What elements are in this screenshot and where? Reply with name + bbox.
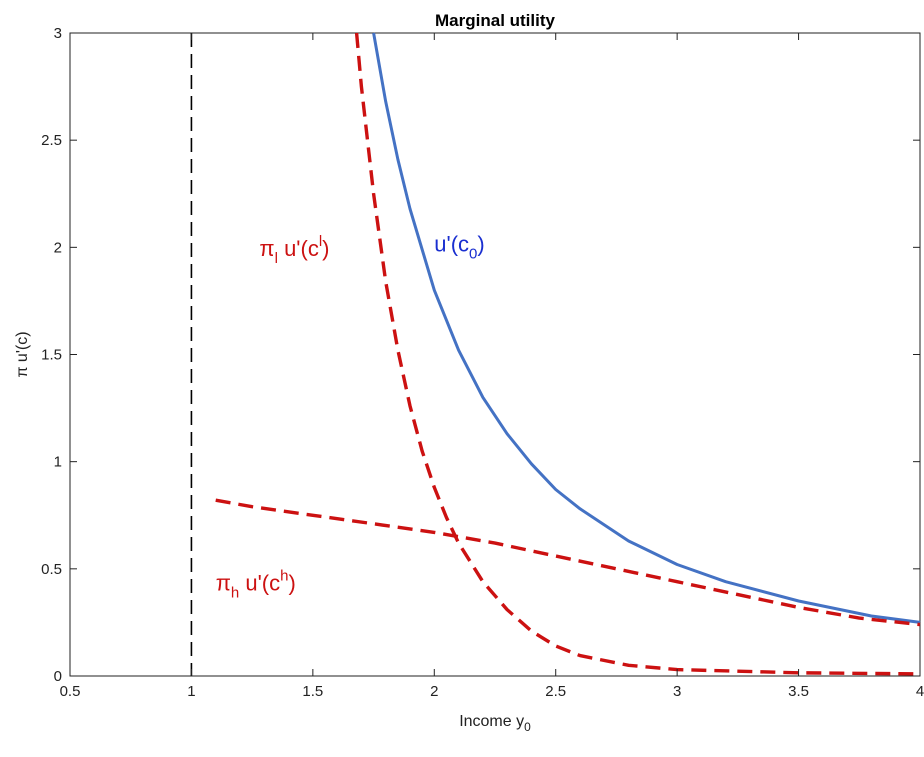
y-tick-label: 2 bbox=[54, 239, 62, 256]
annotation-u0: u'(c0) bbox=[434, 232, 484, 263]
annotation-greek: π bbox=[216, 570, 231, 595]
annotation-layer: u'(c0)πl u'(cl)πh u'(ch) bbox=[216, 232, 485, 602]
x-tick-label: 1 bbox=[187, 683, 195, 700]
annotation-subscript: 0 bbox=[469, 246, 477, 263]
chart-title: Marginal utility bbox=[435, 11, 556, 30]
y-tick-label: 1.5 bbox=[41, 347, 62, 364]
series-line-1 bbox=[372, 32, 921, 624]
x-axis-label: Income y0 bbox=[459, 713, 531, 734]
x-tick-label: 3.5 bbox=[788, 683, 809, 700]
annotation-pil: πl u'(cl) bbox=[259, 233, 329, 267]
x-axis-label-main: Income y bbox=[459, 713, 524, 730]
series-line-2 bbox=[354, 32, 921, 676]
series-line-3 bbox=[215, 498, 921, 627]
x-tick-label: 0.5 bbox=[60, 683, 81, 700]
annotation-main: u'(c bbox=[239, 570, 280, 595]
ticks-layer: 0.5 1 1.5 2 2.5 3 3.5 400.511.522.53 bbox=[41, 25, 924, 700]
x-axis-label-subscript: 0 bbox=[524, 720, 531, 734]
plot-frame bbox=[69, 32, 921, 677]
y-axis-label: π u'(c) bbox=[14, 331, 31, 377]
x-tick-label: 4 bbox=[916, 683, 924, 700]
annotation-superscript: h bbox=[280, 567, 288, 584]
x-tick-label: 1.5 bbox=[302, 683, 323, 700]
y-tick-label: 0.5 bbox=[41, 561, 62, 578]
annotation-tail: ) bbox=[477, 232, 484, 257]
annotation-greek: π bbox=[259, 236, 274, 261]
annotation-main: u'(c bbox=[434, 232, 469, 257]
annotation-superscript: l bbox=[319, 233, 322, 250]
y-tick-label: 1 bbox=[54, 454, 62, 471]
x-tick-label: 2 bbox=[430, 683, 438, 700]
annotation-greek-subscript: h bbox=[231, 584, 239, 601]
annotation-tail: ) bbox=[322, 236, 329, 261]
annotation-greek-subscript: l bbox=[275, 250, 278, 267]
series-layer bbox=[215, 32, 921, 676]
annotation-tail: ) bbox=[288, 570, 295, 595]
annotation-pih: πh u'(ch) bbox=[216, 567, 296, 601]
y-tick-label: 2.5 bbox=[41, 132, 62, 149]
y-tick-label: 0 bbox=[54, 668, 62, 685]
x-tick-label: 3 bbox=[673, 683, 681, 700]
y-tick-label: 3 bbox=[54, 25, 62, 42]
annotation-main: u'(c bbox=[278, 236, 319, 261]
x-tick-label: 2.5 bbox=[545, 683, 566, 700]
